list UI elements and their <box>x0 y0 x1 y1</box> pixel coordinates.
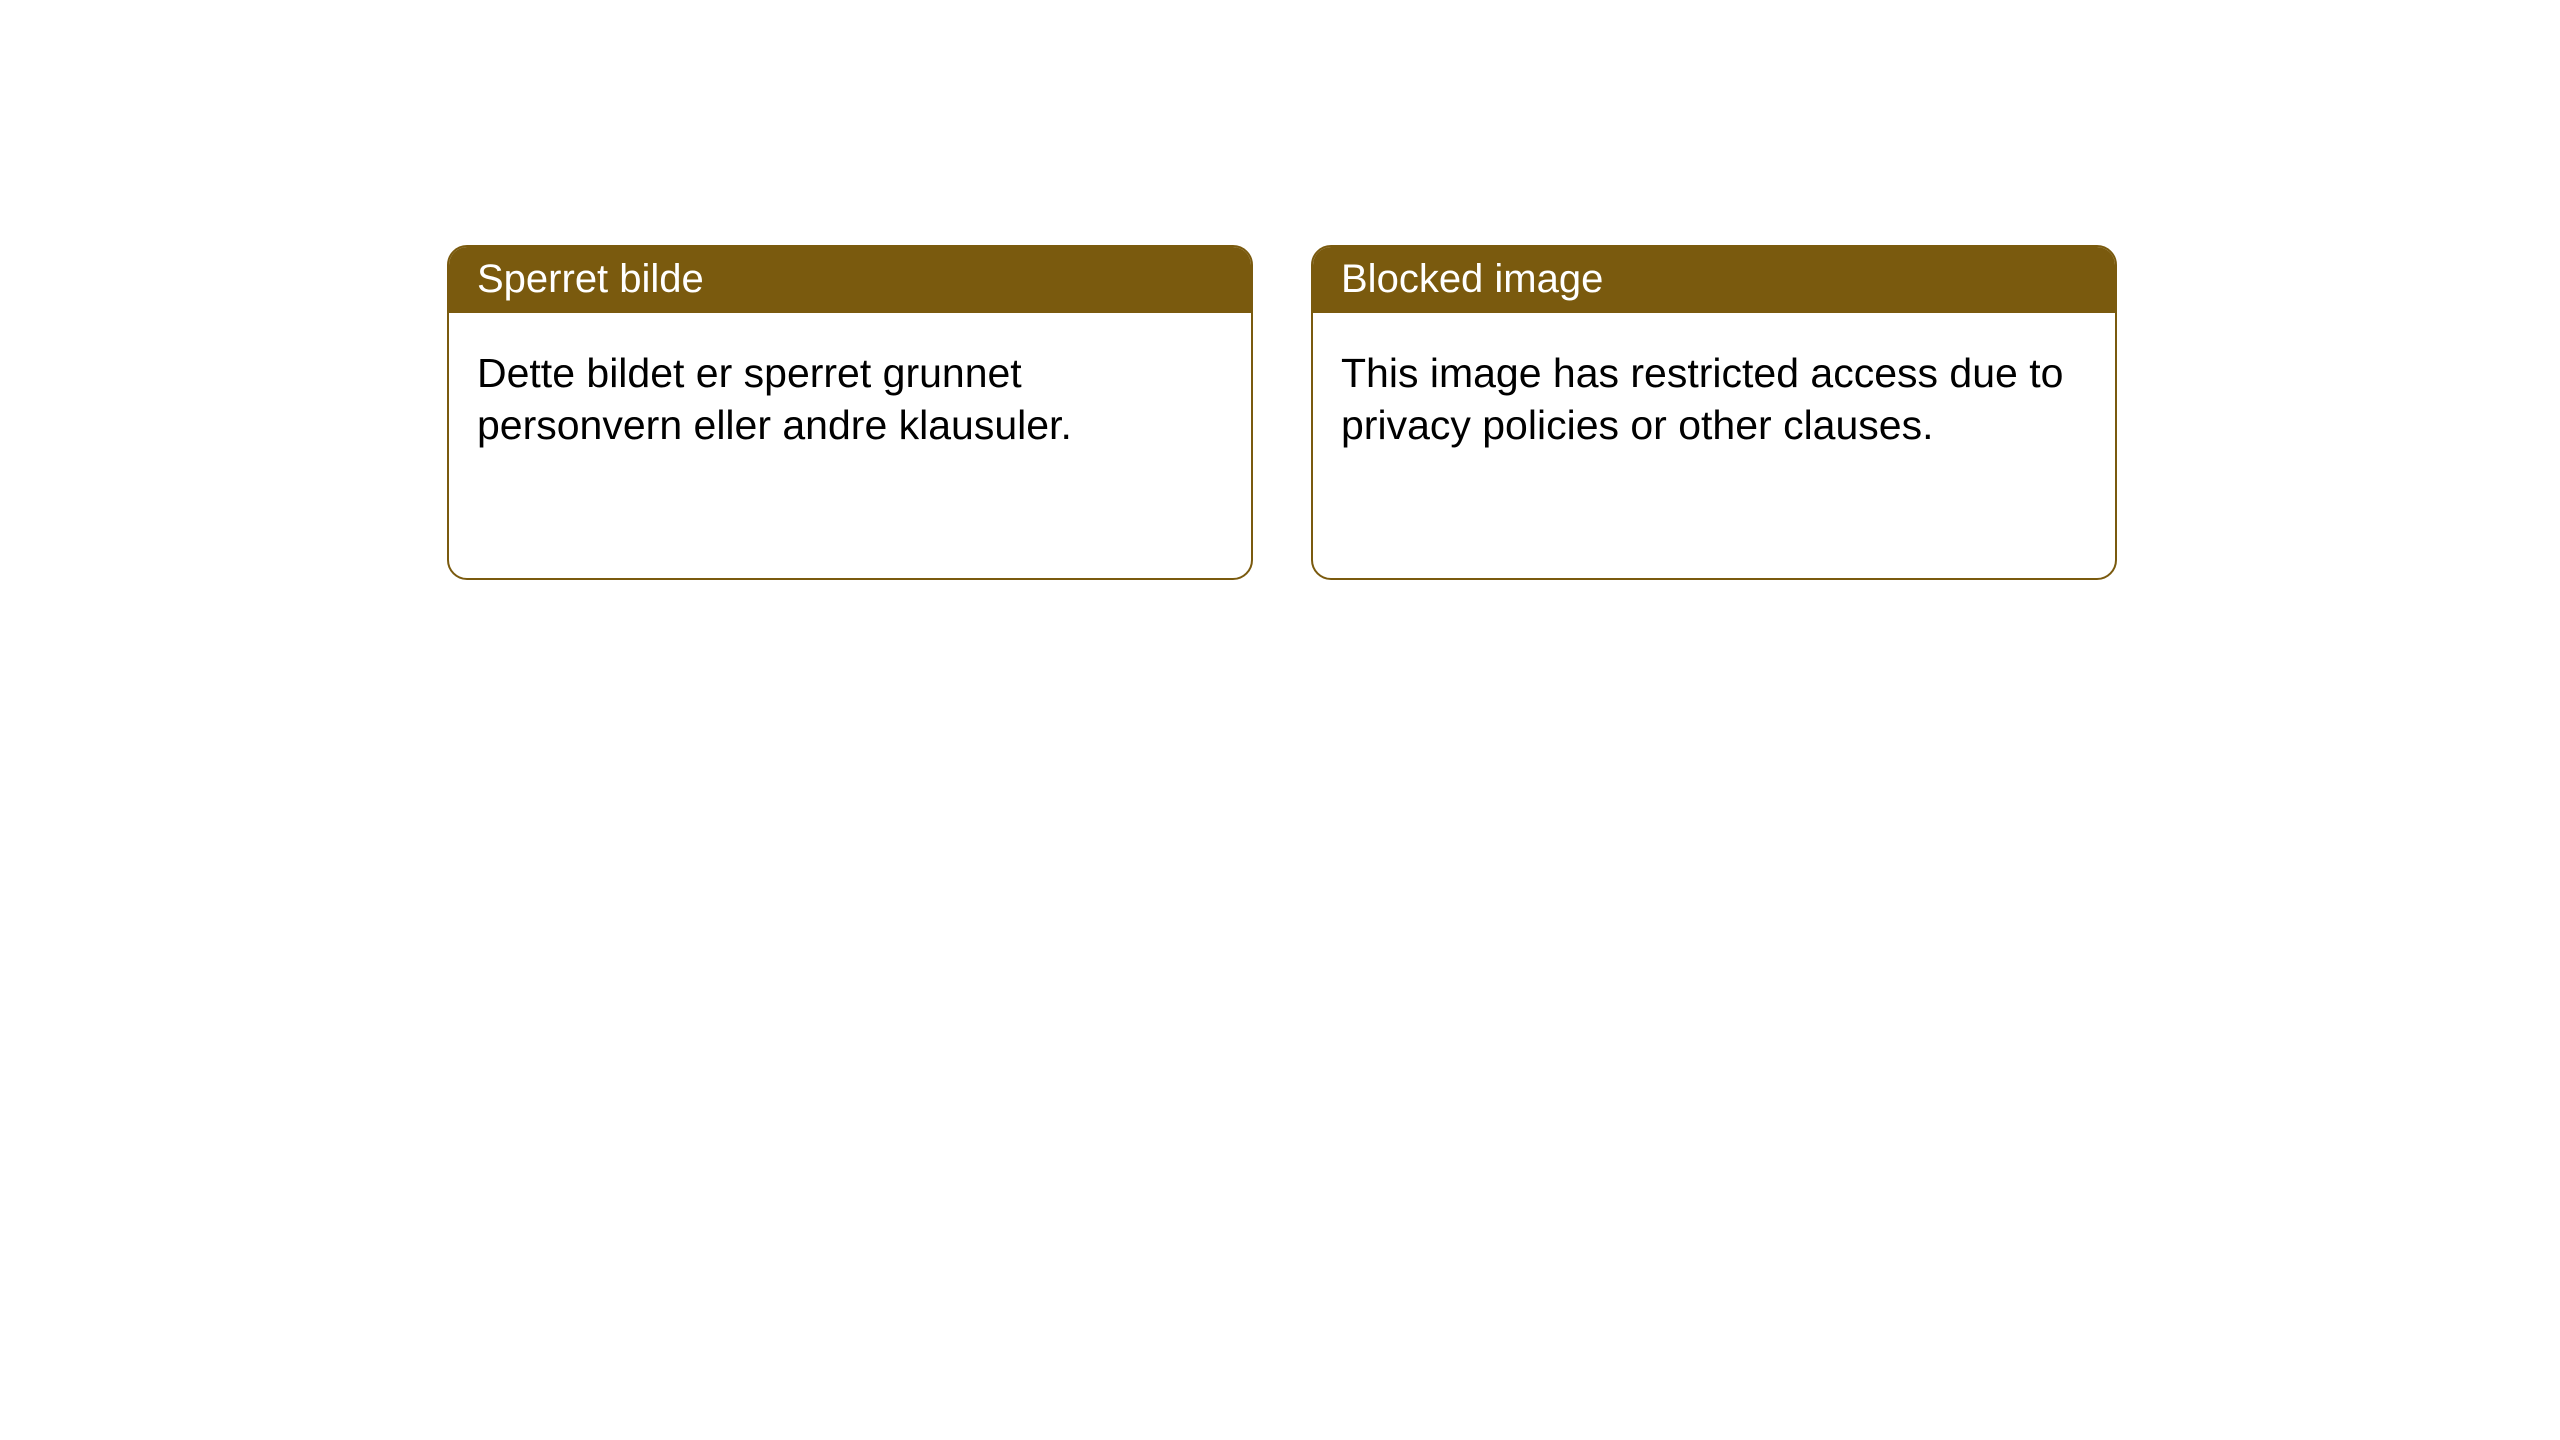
notice-card-english: Blocked image This image has restricted … <box>1311 245 2117 580</box>
notice-card-norwegian: Sperret bilde Dette bildet er sperret gr… <box>447 245 1253 580</box>
card-title: Sperret bilde <box>477 257 704 301</box>
card-header: Blocked image <box>1313 247 2115 313</box>
card-title: Blocked image <box>1341 257 1603 301</box>
card-body: Dette bildet er sperret grunnet personve… <box>449 313 1251 486</box>
card-body-text: This image has restricted access due to … <box>1341 350 2063 448</box>
card-body-text: Dette bildet er sperret grunnet personve… <box>477 350 1072 448</box>
card-header: Sperret bilde <box>449 247 1251 313</box>
card-body: This image has restricted access due to … <box>1313 313 2115 486</box>
notice-cards-container: Sperret bilde Dette bildet er sperret gr… <box>0 0 2560 580</box>
